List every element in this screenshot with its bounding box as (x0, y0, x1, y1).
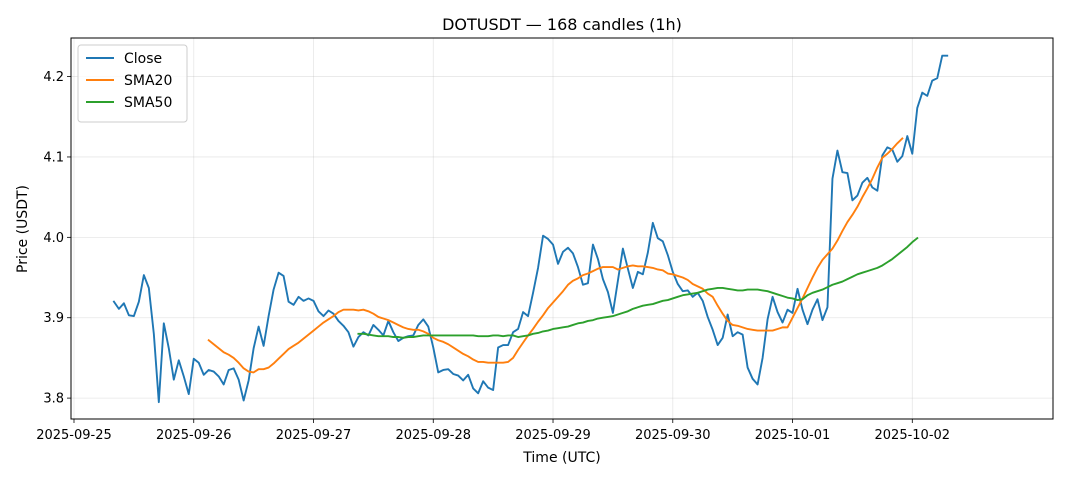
y-tick-label: 3.8 (43, 392, 64, 407)
x-tick-label: 2025-09-29 (515, 428, 591, 443)
x-tick-label: 2025-09-25 (36, 428, 112, 443)
x-axis-title: Time (UTC) (522, 450, 600, 466)
chart-title: DOTUSDT — 168 candles (1h) (442, 15, 682, 34)
series-lines (112, 54, 949, 404)
x-tick-label: 2025-09-28 (395, 428, 471, 443)
x-tick-label: 2025-10-02 (875, 428, 951, 443)
x-tick-label: 2025-09-26 (156, 428, 232, 443)
y-tick-label: 4.2 (43, 70, 64, 85)
plot-frame (70, 37, 1054, 420)
legend-label-close: Close (124, 51, 162, 67)
x-axis-ticks: 2025-09-25 2025-09-26 2025-09-27 2025-09-28… (36, 419, 950, 443)
legend-label-sma50: SMA50 (124, 95, 172, 111)
y-tick-label: 4.1 (43, 150, 64, 165)
series-line-sma50 (357, 236, 919, 339)
y-axis-title: Price (USDT) (15, 185, 31, 273)
y-tick-label: 3.9 (43, 311, 64, 326)
x-tick-label: 2025-09-27 (276, 428, 352, 443)
series-line-close (112, 54, 949, 404)
y-tick-label: 4.0 (43, 231, 64, 246)
legend: Close SMA20 SMA50 (77, 44, 188, 123)
series-line-sma20 (207, 137, 904, 374)
legend-label-sma20: SMA20 (124, 73, 172, 89)
y-axis-ticks: 3.8 3.9 4.0 4.1 4.2 (43, 70, 71, 407)
x-tick-label: 2025-10-01 (755, 428, 831, 443)
x-tick-label: 2025-09-30 (635, 428, 711, 443)
grid (71, 38, 1053, 419)
